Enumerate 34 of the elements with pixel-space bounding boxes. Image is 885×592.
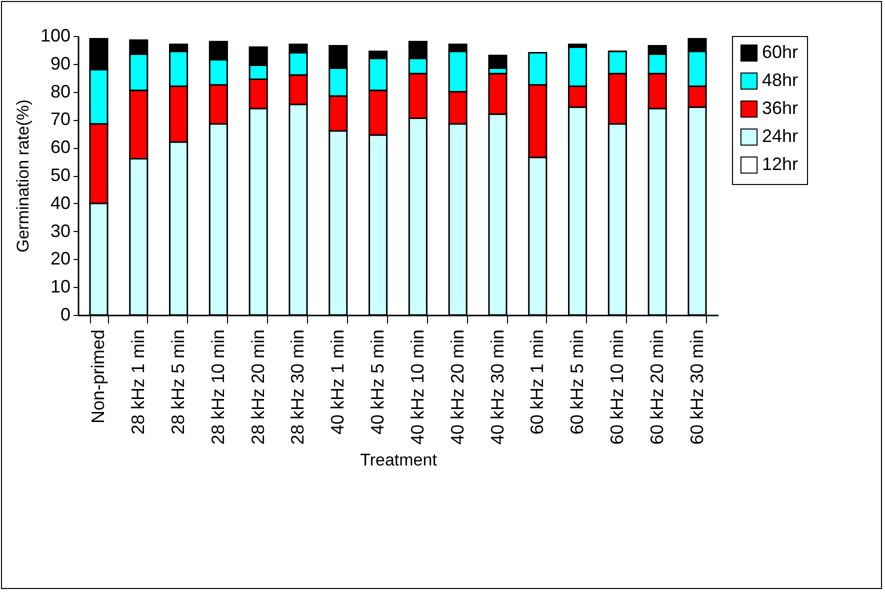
legend-label: 60hr [762, 42, 798, 62]
x-tick-label: 28 kHz 30 min [288, 330, 308, 445]
y-tick-label: 50 [50, 165, 70, 185]
y-tick-label: 100 [40, 26, 70, 46]
x-tick-label: 40 kHz 30 min [487, 330, 508, 445]
x-axis-title: Treatment [360, 450, 438, 470]
y-tick-label: 70 [50, 109, 70, 130]
x-tick-label: 60 kHz 10 min [606, 330, 627, 445]
y-tick-label: 90 [50, 53, 70, 74]
x-tick-label: 28 kHz 10 min [208, 330, 228, 445]
y-tick-label: 80 [50, 81, 70, 102]
y-tick-label: 0 [60, 304, 70, 324]
x-tick-label: 60 kHz 1 min [527, 330, 548, 435]
y-tick-label: 10 [50, 276, 70, 297]
x-tick-label: 40 kHz 10 min [407, 330, 428, 445]
x-tick-label: 60 kHz 20 min [646, 330, 667, 445]
x-tick-label: 28 kHz 5 min [168, 330, 188, 435]
x-tick-label: 60 kHz 30 min [686, 330, 707, 445]
y-tick-label: 20 [50, 248, 70, 269]
y-axis-title: Germination rate(%) [13, 99, 32, 253]
legend-label: 12hr [762, 154, 798, 174]
x-tick-label: 40 kHz 5 min [368, 330, 388, 435]
x-tick-label: Non-primed [88, 330, 108, 424]
x-tick-label: 28 kHz 20 min [248, 330, 268, 445]
y-tick-label: 30 [50, 220, 70, 241]
legend-label: 24hr [762, 126, 798, 146]
legend-label: 48hr [762, 70, 798, 90]
legend-label: 36hr [762, 98, 798, 118]
x-tick-label: 40 kHz 1 min [328, 330, 348, 435]
x-tick-label: 40 kHz 20 min [447, 330, 468, 445]
x-tick-label: 60 kHz 5 min [567, 330, 588, 435]
x-tick-label: 28 kHz 1 min [128, 330, 148, 435]
y-tick-label: 60 [50, 137, 70, 158]
y-tick-label: 40 [50, 192, 70, 213]
